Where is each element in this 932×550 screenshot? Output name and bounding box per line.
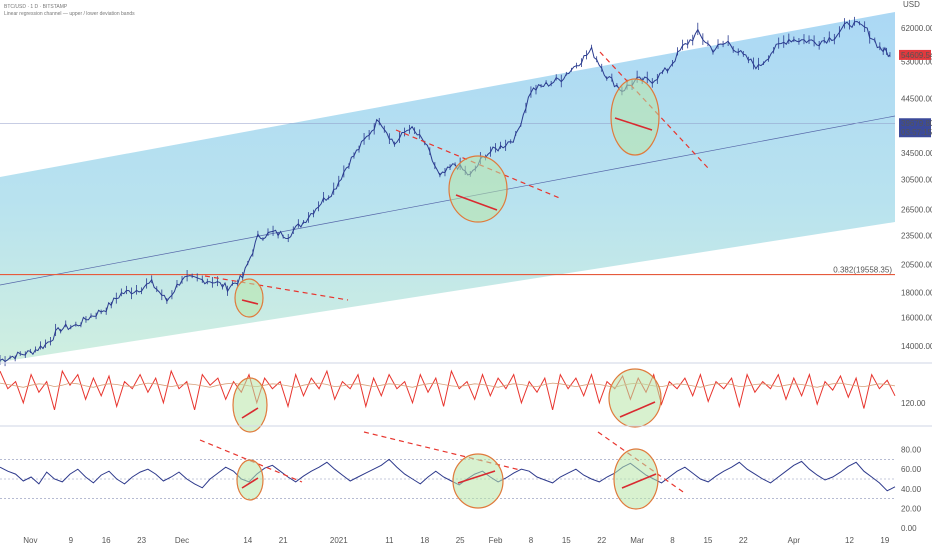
price-axis-tick: 34500.00 (901, 149, 932, 158)
osc1-main-line (0, 369, 896, 411)
x-axis-tick: 8 (670, 536, 675, 545)
x-axis-tick: 23 (137, 536, 146, 545)
osc2-ellipse-1 (236, 459, 264, 501)
oscillator-2-panel (0, 425, 932, 510)
price-label-box (899, 118, 931, 129)
osc2-line (0, 458, 896, 492)
x-axis-tick: 22 (739, 536, 748, 545)
x-axis-tick: Mar (630, 536, 644, 545)
price-label-text: 39679.80 (901, 119, 932, 128)
dashed-trendline-1 (204, 275, 349, 301)
x-axis-tick: Dec (175, 536, 189, 545)
osc2-axis-tick: 0.00 (901, 524, 917, 533)
chart-header: BTC/USD · 1 D · BITSTAMP Linear regressi… (4, 4, 135, 17)
x-axis-tick: 15 (562, 536, 571, 545)
osc1-axis-tick: 120.00 (901, 399, 926, 408)
header-line-1: BTC/USD · 1 D · BITSTAMP (4, 4, 68, 10)
price-axis-tick: 23500.00 (901, 231, 932, 240)
x-axis-tick: 19 (880, 536, 889, 545)
x-axis-tick: 12 (845, 536, 854, 545)
price-axis-tick: 26500.00 (901, 206, 932, 215)
header-line-2: Linear regression channel — upper / lowe… (4, 11, 135, 17)
osc2-underline-2 (457, 470, 496, 484)
price-axis-tick: 16000.00 (901, 314, 932, 323)
price-label-box (899, 49, 931, 60)
oscillator-1-panel (0, 362, 932, 433)
x-axis-tick: 8 (529, 536, 534, 545)
osc2-underline-1 (241, 477, 259, 489)
osc2-axis-tick: 80.00 (901, 446, 922, 455)
x-axis-tick: Nov (23, 536, 37, 545)
price-label-text: 54609.54 (901, 51, 932, 60)
x-axis-tick: 22 (597, 536, 606, 545)
osc1-ellipse-1 (232, 377, 268, 433)
price-axis-tick: 53000.00 (901, 57, 932, 66)
osc1-ellipse-2 (608, 368, 662, 428)
x-axis: Nov 9 16 23 Dec 14 21 2021 11 18 25 Feb 8 15 22 Mar 8 15 2… (23, 536, 890, 545)
x-axis-tick: 11 (385, 536, 394, 545)
osc1-underline-2 (619, 401, 656, 418)
fib-level-label: 0.382(19558.35) (833, 266, 892, 275)
dashed-trendline-2 (395, 129, 563, 200)
x-axis-tick: 14 (243, 536, 252, 545)
price-axis-tick: 20500.00 (901, 261, 932, 270)
price-underline-3 (614, 117, 653, 131)
price-axis-tick: 14000.00 (901, 342, 932, 351)
x-axis-tick: 15 (703, 536, 712, 545)
price-axis-tick: 30500.00 (901, 176, 932, 185)
osc2-ellipse-2 (452, 453, 504, 509)
price-axis-tick: 18000.00 (901, 288, 932, 297)
x-axis-tick: 18 (420, 536, 429, 545)
price-label-box (899, 127, 931, 138)
price-axis-tick: 44500.00 (901, 95, 932, 104)
price-series-line (0, 20, 891, 363)
y-axis: 62000.00 53000.00 44500.00 34500.00 30500.00… (899, 0, 932, 533)
price-panel: 0.382(19558.35) (0, 12, 896, 367)
x-axis-tick: 21 (279, 536, 288, 545)
osc2-axis-tick: 60.00 (901, 465, 922, 474)
price-underline-1 (241, 299, 259, 305)
regression-midline (0, 115, 896, 286)
price-label-text: 03:57:15 (901, 128, 932, 137)
osc1-underline-1 (241, 407, 259, 419)
x-axis-tick: 16 (102, 536, 111, 545)
osc2-ellipse-3 (613, 448, 659, 510)
price-underline-2 (455, 194, 498, 211)
highlight-ellipse-3 (610, 78, 660, 156)
highlight-ellipse-2 (448, 155, 508, 223)
osc2-axis-tick: 40.00 (901, 485, 922, 494)
x-axis-tick: Feb (489, 536, 503, 545)
price-axis-unit: USD (903, 0, 920, 9)
osc2-underline-3 (621, 473, 657, 489)
x-axis-tick: 2021 (330, 536, 348, 545)
x-axis-tick: Apr (788, 536, 801, 545)
price-axis-tick: 62000.00 (901, 24, 932, 33)
highlight-ellipse-1 (234, 278, 264, 318)
osc1-signal-line (0, 382, 896, 388)
osc2-axis-tick: 20.00 (901, 504, 922, 513)
x-axis-tick: 9 (69, 536, 74, 545)
x-axis-tick: 25 (456, 536, 465, 545)
